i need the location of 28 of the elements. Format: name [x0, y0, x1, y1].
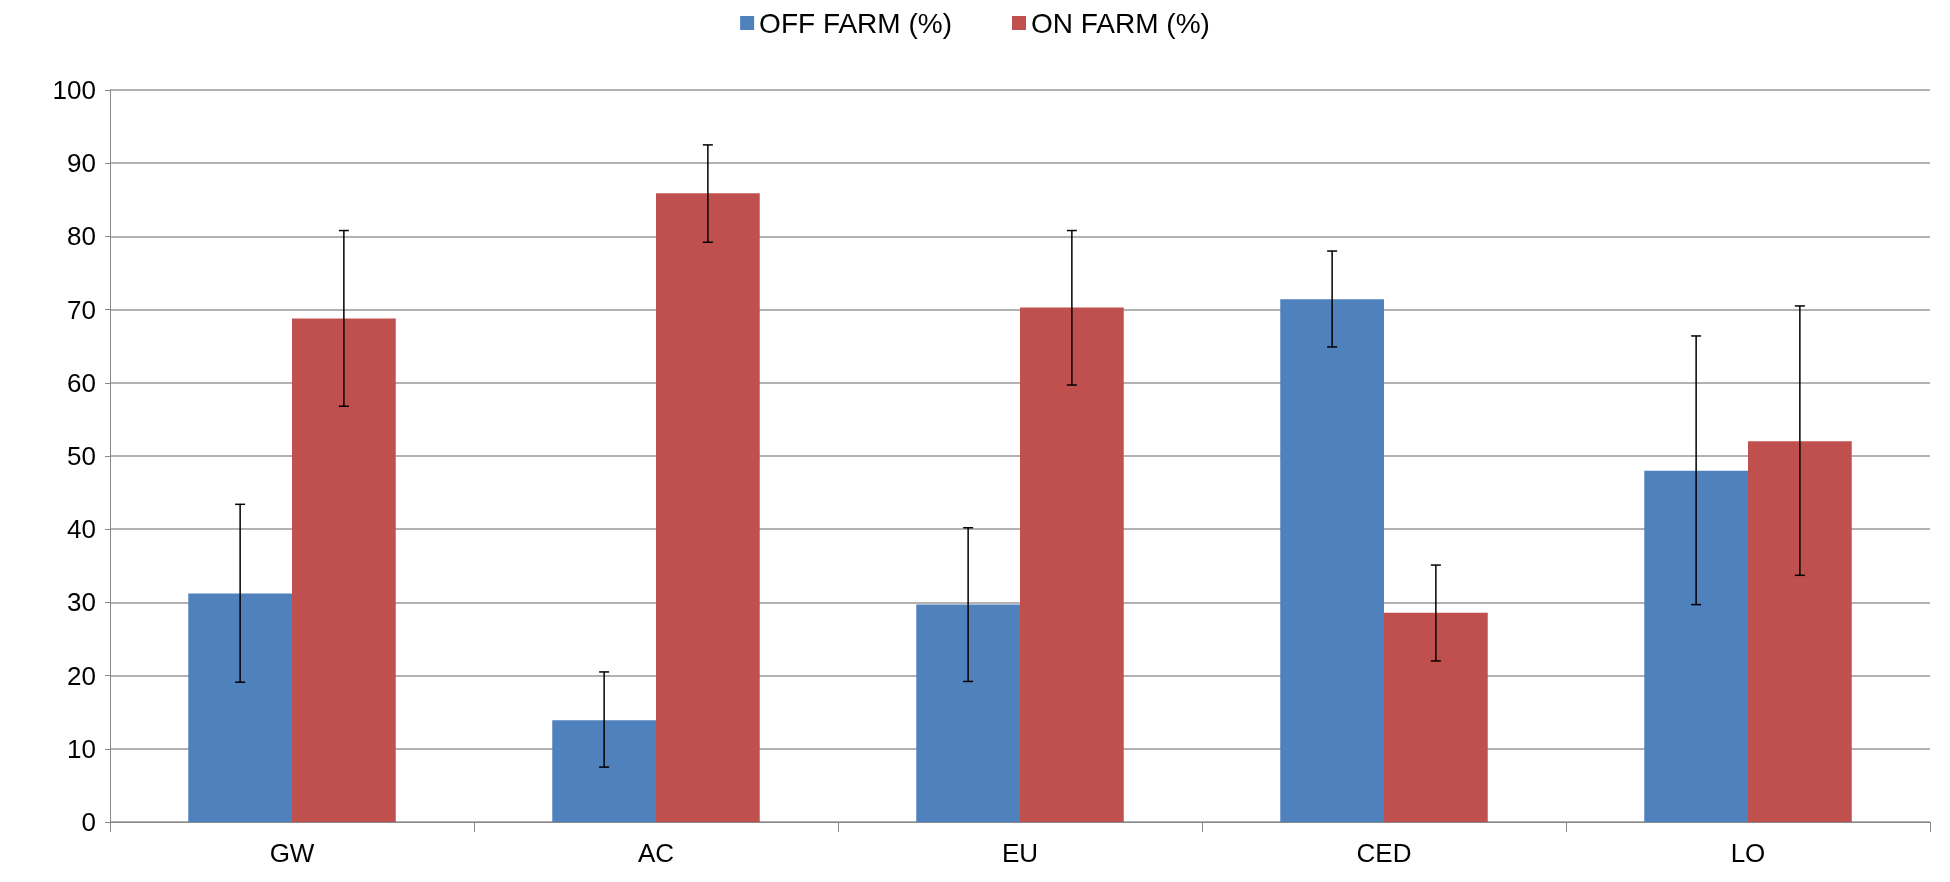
bar: [1280, 299, 1384, 822]
bar: [1748, 441, 1852, 822]
y-tick-label: 60: [67, 367, 96, 398]
bar: [656, 193, 760, 822]
y-tick-label: 0: [81, 807, 96, 837]
y-tick-label: 30: [67, 587, 96, 618]
y-tick-label: 20: [67, 660, 96, 691]
legend-label: ON FARM (%): [1030, 7, 1210, 39]
bar: [1020, 307, 1124, 822]
legend-label: OFF FARM (%): [759, 7, 952, 39]
bar: [188, 593, 292, 822]
bar: [292, 318, 396, 822]
y-tick-label: 50: [67, 441, 96, 471]
bar: [1384, 612, 1488, 822]
bar: [552, 720, 656, 822]
x-tick-label: CED: [1356, 838, 1412, 868]
y-tick-label: 40: [67, 514, 96, 545]
y-tick-label: 10: [67, 733, 96, 764]
x-tick-label: LO: [1730, 838, 1766, 868]
y-tick-label: 80: [67, 221, 96, 252]
x-tick-label: AC: [637, 838, 675, 868]
bar: [916, 604, 1020, 822]
bar: [1644, 470, 1748, 822]
y-tick-label: 70: [67, 294, 96, 325]
x-tick-label: EU: [1001, 838, 1039, 868]
y-tick-label: 100: [52, 75, 96, 105]
y-tick-label: 90: [67, 148, 96, 179]
x-tick-label: GW: [269, 838, 315, 868]
